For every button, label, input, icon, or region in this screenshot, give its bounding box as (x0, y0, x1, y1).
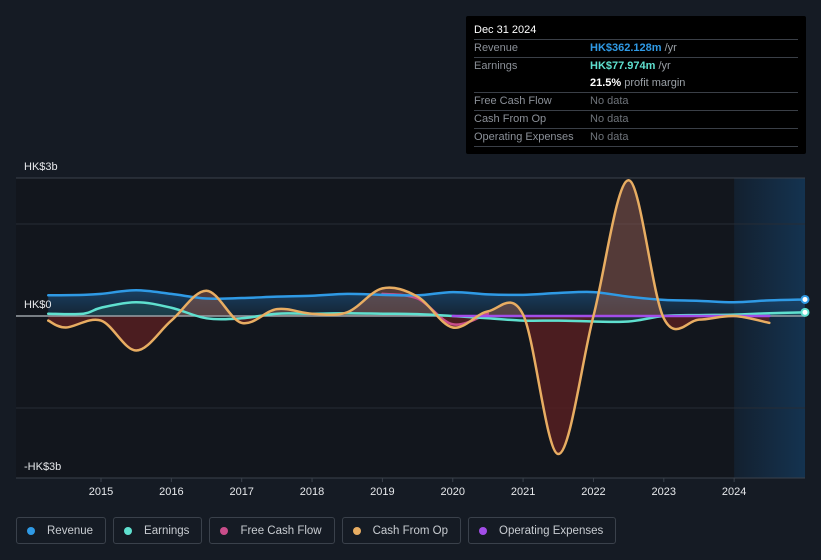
legend-label: Revenue (47, 524, 94, 537)
legend-item-revenue[interactable]: Revenue (16, 517, 107, 544)
profit-margin-value: 21.5% (590, 77, 622, 89)
x-tick-label: 2016 (159, 486, 183, 498)
tooltip-value: HK$362.128m /yr (590, 40, 677, 57)
x-tick-label: 2015 (89, 486, 113, 498)
tooltip-label: Cash From Op (474, 113, 547, 125)
x-tick-label: 2024 (722, 486, 746, 498)
x-tick-label: 2020 (441, 486, 465, 498)
tooltip-value: HK$77.974m /yr (590, 58, 671, 75)
tooltip-label (474, 75, 590, 92)
legend-label: Cash From Op (372, 524, 449, 537)
earnings-end-marker[interactable] (800, 307, 810, 317)
legend-item-free-cash-flow[interactable]: Free Cash Flow (209, 517, 335, 544)
tooltip-row-revenue: Revenue HK$362.128m /yr (474, 40, 798, 58)
x-tick-label: 2017 (229, 486, 253, 498)
legend-item-cash-from-op[interactable]: Cash From Op (341, 517, 462, 544)
tooltip-label: Operating Expenses (474, 131, 574, 143)
x-tick-label: 2019 (370, 486, 394, 498)
x-tick-label: 2023 (652, 486, 676, 498)
y-tick-label: -HK$3b (24, 461, 61, 473)
legend-dot-icon (124, 526, 133, 535)
legend-label: Earnings (144, 524, 190, 537)
x-tick-label: 2018 (300, 486, 324, 498)
earnings-unit: /yr (655, 60, 671, 72)
cash-from-op-area-negative (48, 316, 770, 455)
x-tick-label: 2021 (511, 486, 535, 498)
tooltip-row-fcf: Free Cash Flow No data (474, 93, 798, 111)
tooltip-row-opex: Operating Expenses No data (474, 129, 798, 147)
legend: Revenue Earnings Free Cash Flow Cash Fro… (16, 517, 617, 544)
tooltip-row-margin: 21.5% profit margin (474, 75, 798, 93)
legend-item-earnings[interactable]: Earnings (113, 517, 203, 544)
legend-dot-icon (27, 526, 35, 535)
tooltip-row-earnings: Earnings HK$77.974m /yr (474, 58, 798, 75)
legend-label: Free Cash Flow (240, 524, 322, 537)
tooltip-value: 21.5% profit margin (590, 75, 685, 92)
legend-dot-icon (479, 526, 488, 535)
tooltip-row-cfo: Cash From Op No data (474, 111, 798, 129)
y-tick-label: HK$3b (24, 161, 58, 173)
legend-label: Operating Expenses (499, 524, 604, 537)
chart: HK$3b HK$0 -HK$3b 2015 2016 2017 2018 2019 2020… (16, 161, 810, 498)
profit-margin-unit: profit margin (621, 77, 686, 89)
tooltip-value: No data (590, 113, 629, 125)
tooltip-label: Earnings (474, 60, 518, 72)
legend-dot-icon (352, 526, 361, 535)
tooltip-date: Dec 31 2024 (474, 22, 798, 40)
legend-dot-icon (220, 526, 229, 535)
forecast-region (734, 178, 805, 478)
cash-from-op-line (46, 179, 771, 456)
y-tick-label: HK$0 (24, 299, 52, 311)
tooltip-label: Free Cash Flow (474, 95, 552, 107)
cash-from-op-area-positive (48, 180, 770, 316)
legend-item-operating-expenses[interactable]: Operating Expenses (468, 517, 617, 544)
tooltip: Dec 31 2024 Revenue HK$362.128m /yr Earn… (466, 16, 806, 154)
revenue-unit: /yr (661, 42, 677, 54)
revenue-end-marker[interactable] (800, 294, 810, 304)
x-tick-label: 2022 (581, 486, 605, 498)
earnings-value: HK$77.974m (590, 60, 656, 72)
revenue-value: HK$362.128m (590, 42, 662, 54)
tooltip-value: No data (590, 95, 629, 107)
tooltip-value: No data (590, 131, 629, 143)
tooltip-label: Revenue (474, 42, 519, 54)
